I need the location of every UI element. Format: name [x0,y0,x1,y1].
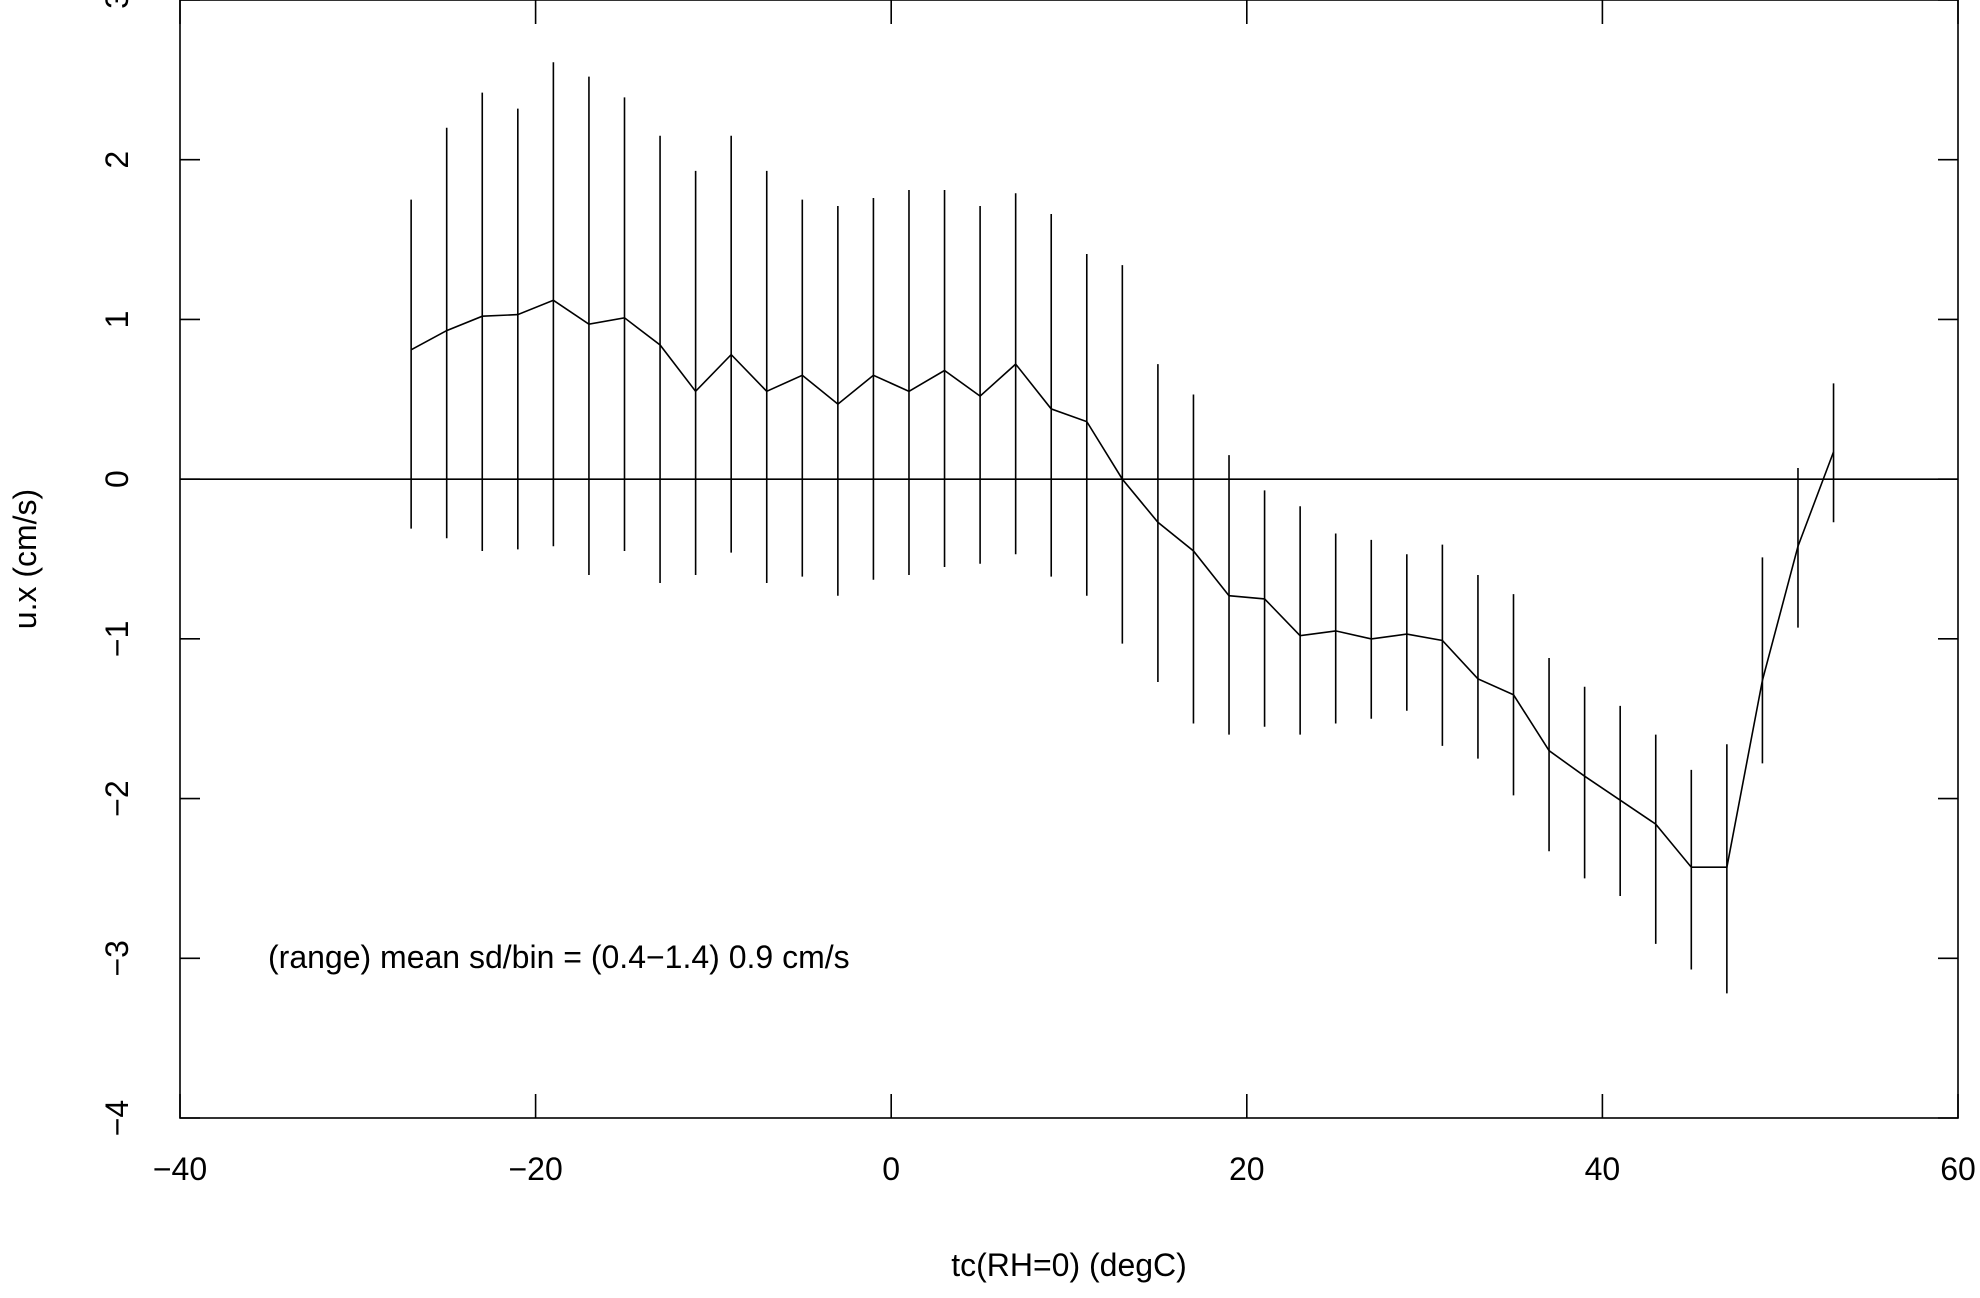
y-tick-label: 2 [99,151,135,169]
y-tick-label: −4 [99,1100,135,1136]
error-bars [410,62,1835,994]
y-axis: −4 −3 −2 −1 0 1 2 3 [99,0,1958,1136]
y-tick-label: 3 [99,0,135,9]
x-tick-label: 40 [1585,1151,1621,1187]
x-tick-label: −40 [153,1151,207,1187]
y-tick-label: −2 [99,780,135,816]
data-line-group [410,299,1835,869]
annotation-text: (range) mean sd/bin = (0.4−1.4) 0.9 cm/s [268,939,850,975]
y-axis-title: u.x (cm/s) [7,489,43,629]
x-axis: −40 −20 0 20 40 60 [153,0,1976,1187]
y-tick-label: −1 [99,621,135,657]
x-tick-label: −20 [508,1151,562,1187]
data-line [410,299,1835,869]
y-tick-label: 1 [99,311,135,329]
y-tick-label: 0 [99,470,135,488]
x-axis-title: tc(RH=0) (degC) [951,1247,1187,1283]
plot-frame [179,0,1959,1119]
x-tick-label: 60 [1940,1151,1976,1187]
x-tick-label: 20 [1229,1151,1265,1187]
x-tick-label: 0 [882,1151,900,1187]
y-tick-label: −3 [99,940,135,976]
plot-border [179,0,1959,1119]
